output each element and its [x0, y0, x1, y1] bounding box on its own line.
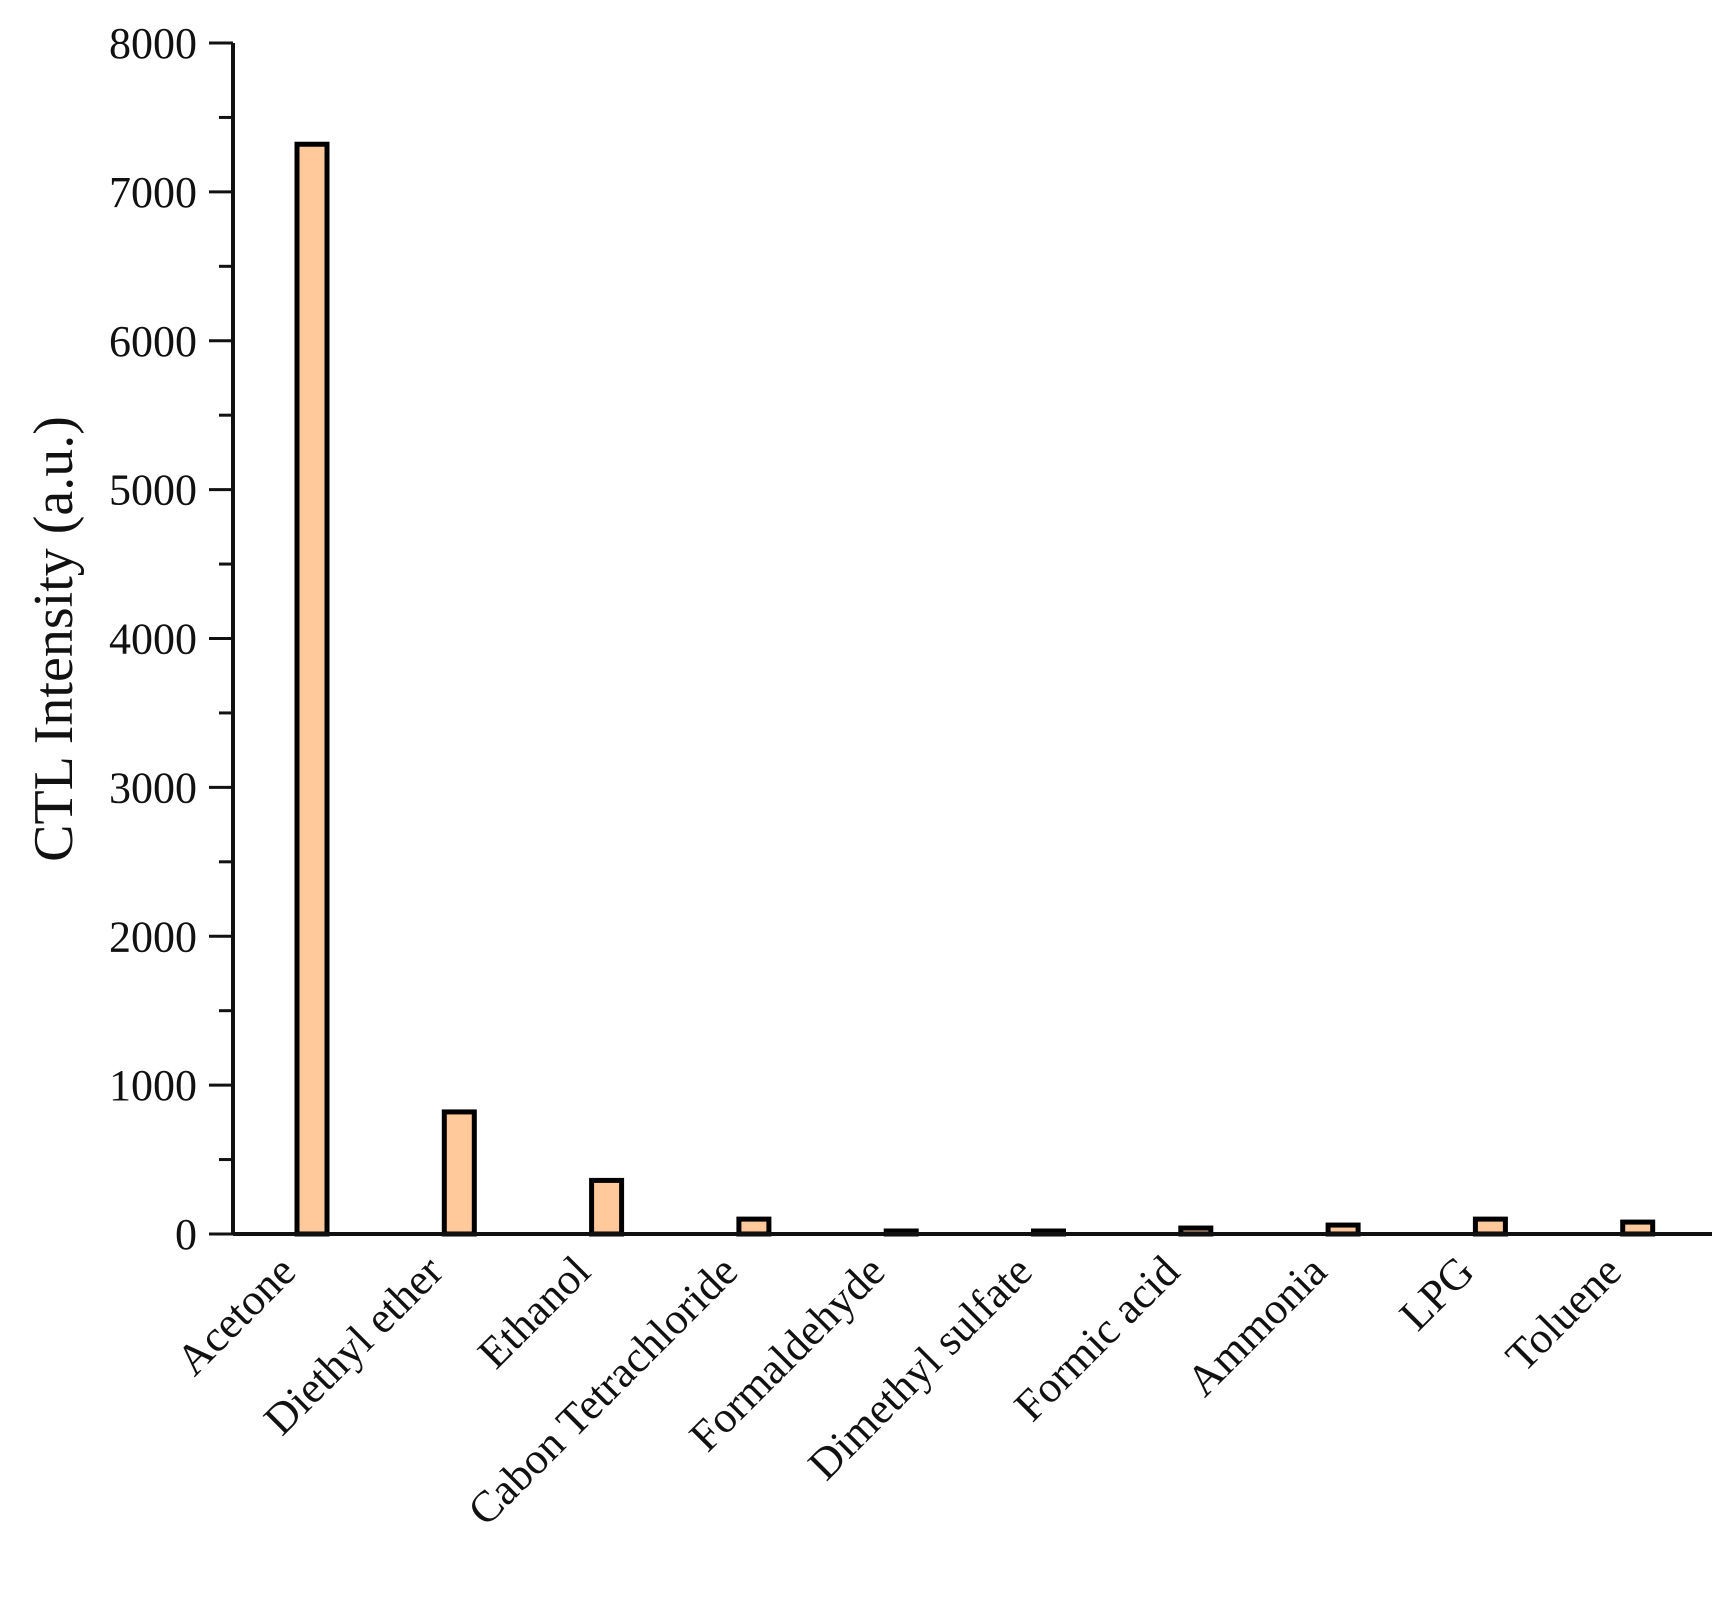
bar — [736, 1216, 772, 1237]
y-axis-ticks: 0 1000 2000 3000 4000 5000 6000 7000 8000 — [109, 19, 233, 1259]
y-axis-title: CTL Intensity (a.u.) — [23, 416, 85, 862]
y-tick-label: 4000 — [109, 615, 197, 664]
x-category-label: LPG — [1390, 1246, 1483, 1339]
bar — [294, 141, 330, 1237]
y-tick-label: 7000 — [109, 168, 197, 217]
y-tick-label: 6000 — [109, 317, 197, 366]
x-category-label: Ethanol — [468, 1246, 599, 1377]
y-tick-label: 2000 — [109, 912, 197, 961]
y-tick-label: 3000 — [109, 763, 197, 812]
y-tick-label: 0 — [175, 1210, 197, 1259]
x-category-label: Cabon Tetrachloride — [458, 1246, 746, 1534]
bar — [1472, 1216, 1508, 1237]
bars — [294, 141, 1656, 1237]
x-category-label: Acetone — [167, 1246, 305, 1384]
y-tick-label: 5000 — [109, 466, 197, 515]
bar — [589, 1177, 625, 1237]
x-category-label: Ammonia — [1177, 1246, 1336, 1405]
axes — [231, 43, 1712, 1236]
bar — [441, 1109, 477, 1237]
x-category-label: Toluene — [1496, 1246, 1630, 1380]
y-tick-label: 8000 — [109, 19, 197, 68]
y-tick-label: 1000 — [109, 1061, 197, 1110]
